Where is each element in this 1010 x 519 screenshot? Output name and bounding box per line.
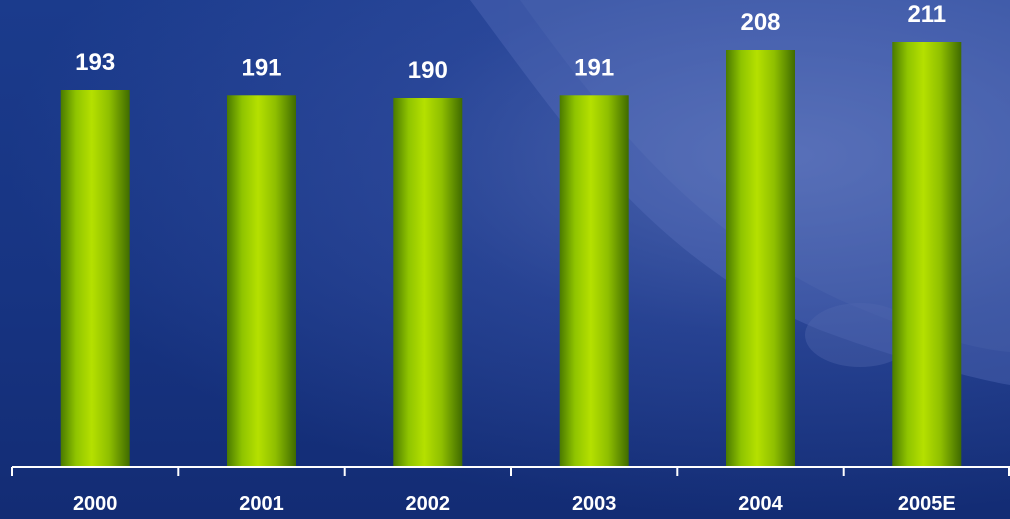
data-labels-layer: 193 191 190 191 208 211 bbox=[75, 1, 946, 84]
bar-2000 bbox=[60, 90, 130, 467]
data-label-2005E: 211 bbox=[907, 1, 946, 28]
tick-label-2002: 2002 bbox=[406, 493, 451, 515]
tick-label-2001: 2001 bbox=[239, 493, 284, 515]
bar-2002 bbox=[393, 98, 463, 467]
data-label-2004: 208 bbox=[740, 9, 780, 36]
x-axis-ticks bbox=[11, 467, 1010, 476]
tick-label-2000: 2000 bbox=[73, 493, 118, 515]
bars-layer bbox=[60, 42, 962, 468]
tick-label-2005E: 2005E bbox=[898, 493, 956, 515]
data-label-2003: 191 bbox=[574, 54, 614, 81]
bar-2001 bbox=[227, 95, 296, 468]
data-label-2000: 193 bbox=[75, 49, 115, 76]
data-label-2001: 191 bbox=[241, 54, 281, 81]
x-axis-tick-labels: 2000 2001 2002 2003 2004 2005E bbox=[73, 493, 956, 515]
bar-2003 bbox=[559, 95, 629, 468]
tick-label-2003: 2003 bbox=[572, 493, 617, 515]
bar-2004 bbox=[726, 50, 795, 467]
bar-2005E bbox=[892, 42, 962, 467]
data-label-2002: 190 bbox=[408, 57, 448, 84]
tick-label-2004: 2004 bbox=[738, 493, 783, 515]
